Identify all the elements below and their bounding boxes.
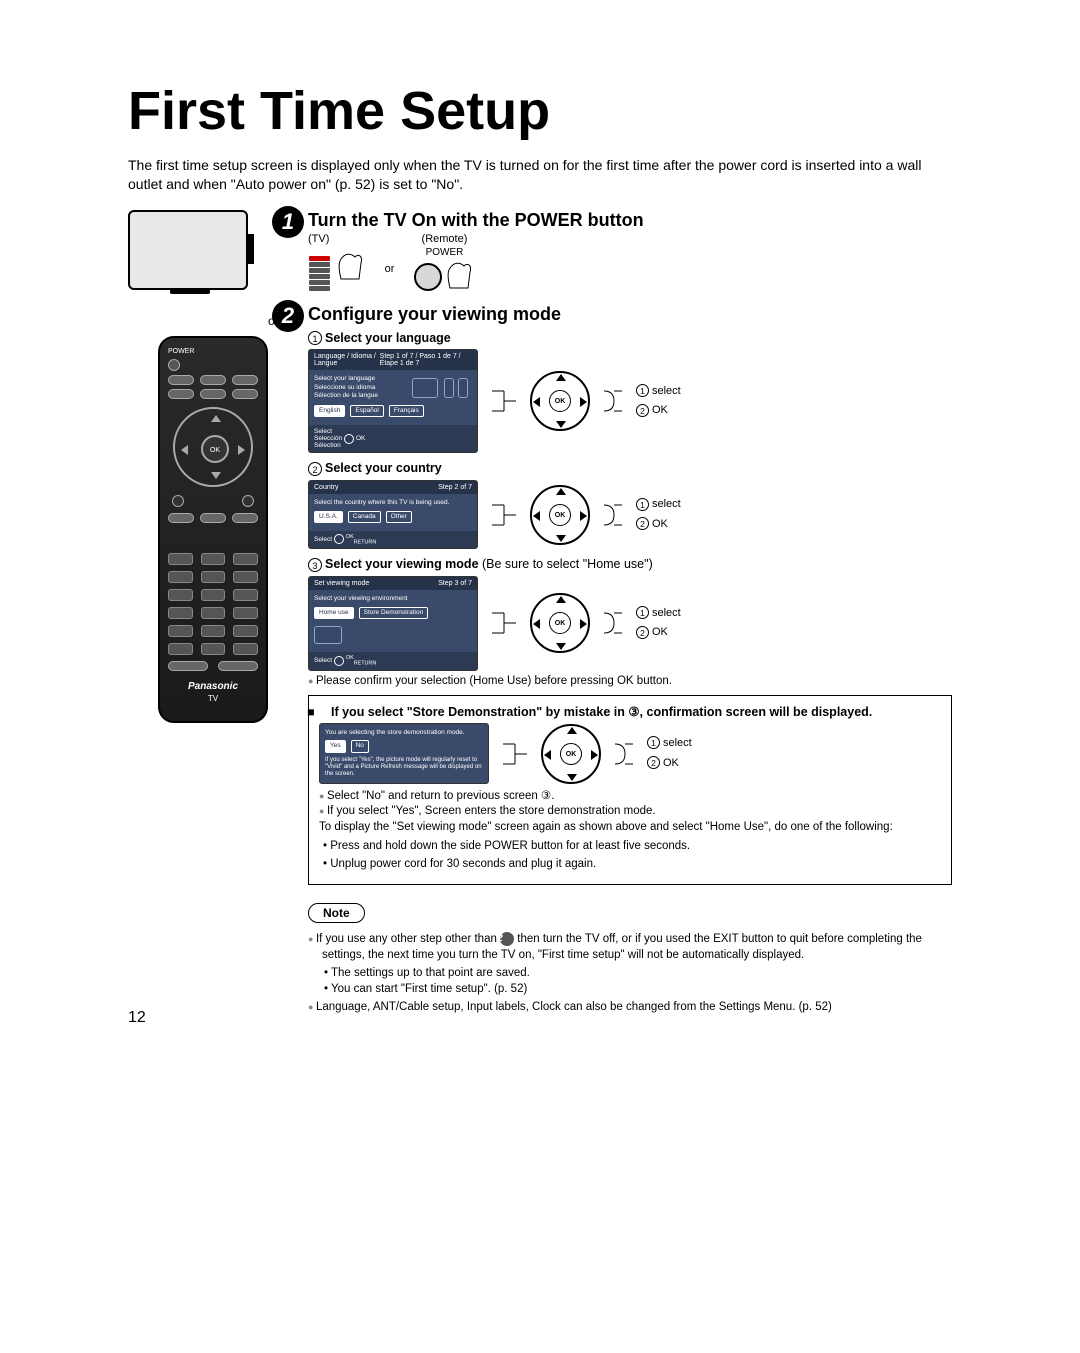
box-sub-a: • Press and hold down the side POWER but… <box>319 839 941 855</box>
note-line-2: Language, ANT/Cable setup, Input labels,… <box>322 999 952 1015</box>
box-bullet-2: If you select "Yes", Screen enters the s… <box>319 805 941 817</box>
remote-label: (Remote) <box>414 233 474 245</box>
connector-line-icon-2 <box>604 379 622 423</box>
connector-line-icon <box>492 601 516 645</box>
power-caption: POWER <box>414 247 474 258</box>
tv-label: (TV) <box>308 233 365 245</box>
remote-ok-button: OK <box>201 435 229 463</box>
or-label-2: or <box>385 233 395 275</box>
note-sub-2: You can start "First time setup". (p. 52… <box>322 981 952 997</box>
connector-line-icon <box>492 379 516 423</box>
intro-text: The first time setup screen is displayed… <box>128 156 952 194</box>
note-label: Note <box>308 903 365 923</box>
page-number: 12 <box>128 1009 146 1027</box>
box-para: To display the "Set viewing mode" screen… <box>319 820 941 836</box>
substep-1-heading: Select your language <box>325 331 451 345</box>
substep-2-heading: Select your country <box>325 461 442 475</box>
dpad-icon: OK <box>530 593 590 653</box>
box-heading: If you select "Store Demonstration" by m… <box>319 704 941 719</box>
dpad-icon: OK <box>541 724 601 784</box>
connector-line-icon-2 <box>604 493 622 537</box>
box-sub-b: • Unplug power cord for 30 seconds and p… <box>319 857 941 873</box>
remote-power-button-icon <box>414 263 442 291</box>
remote-brand: Panasonic <box>168 681 258 692</box>
substep-language: 1Select your language Language / Idioma … <box>308 331 952 454</box>
osd-viewmode-panel: Set viewing modeStep 3 of 7 Select your … <box>308 576 478 671</box>
connector-line-icon-2 <box>604 601 622 645</box>
connector-line-icon <box>503 732 527 776</box>
note-section: Note If you use any other step other tha… <box>308 891 952 1015</box>
dpad-icon: OK <box>530 371 590 431</box>
hand-press-icon-2 <box>444 258 474 292</box>
remote-illustration: POWER OK <box>158 336 268 723</box>
step-1-title: Turn the TV On with the POWER button <box>308 210 952 231</box>
dpad-ok-label: OK <box>652 404 668 416</box>
osd-country-panel: CountryStep 2 of 7 Select the country wh… <box>308 480 478 549</box>
step-2-title: Configure your viewing mode <box>308 304 952 325</box>
connector-line-icon <box>492 493 516 537</box>
substep-3-heading-a: Select your viewing mode <box>325 557 479 571</box>
step-2: 2 Configure your viewing mode 1Select yo… <box>308 304 952 885</box>
step-2-inline-badge: 2 <box>500 932 514 946</box>
store-demo-warning-box: If you select "Store Demonstration" by m… <box>308 695 952 885</box>
tv-side-buttons-icon: POWER <box>308 249 331 292</box>
osd-storedemo-panel: You are selecting the store demonstratio… <box>319 723 489 784</box>
confirm-line: Please confirm your selection (Home Use)… <box>308 675 952 687</box>
tv-illustration <box>128 210 248 290</box>
device-illustration-column: or POWER OK <box>128 210 298 1018</box>
substep-3-heading-b: (Be sure to select "Home use") <box>479 557 653 571</box>
connector-line-icon-2 <box>615 732 633 776</box>
step-1-badge: 1 <box>272 206 304 238</box>
dpad-icon: OK <box>530 485 590 545</box>
box-bullet-1: Select "No" and return to previous scree… <box>319 788 941 802</box>
substep-country: 2Select your country CountryStep 2 of 7 … <box>308 461 952 549</box>
step-1: 1 Turn the TV On with the POWER button (… <box>308 210 952 292</box>
substep-viewing-mode: 3Select your viewing mode (Be sure to se… <box>308 557 952 686</box>
note-line-1: If you use any other step other than 2 t… <box>322 931 952 963</box>
remote-power-label: POWER <box>168 348 258 355</box>
page-title: First Time Setup <box>128 80 952 142</box>
osd-language-panel: Language / Idioma / LangueStep 1 of 7 / … <box>308 349 478 453</box>
dpad-select-label: select <box>652 385 681 397</box>
hand-press-icon <box>335 249 365 283</box>
note-sub-1: The settings up to that point are saved. <box>322 965 952 981</box>
step-2-badge: 2 <box>272 300 304 332</box>
remote-brand-sub: TV <box>168 694 258 703</box>
